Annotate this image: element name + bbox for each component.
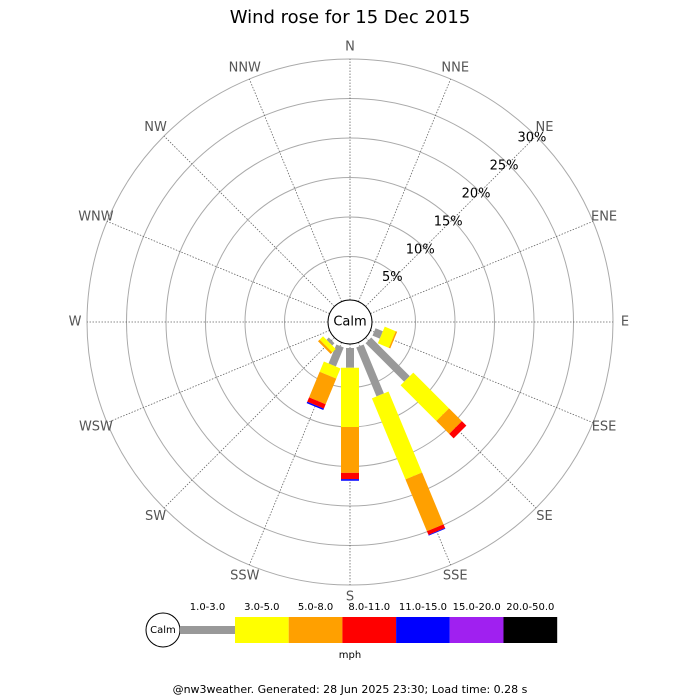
bar-segment (405, 472, 444, 532)
spoke (365, 135, 537, 307)
direction-label: NE (535, 120, 553, 135)
spoke (106, 220, 330, 314)
bar-segment (319, 336, 336, 353)
bar-segment (436, 408, 462, 434)
legend-label: 8.0-11.0 (348, 602, 390, 613)
bar-segment (326, 337, 335, 346)
units: mph (339, 650, 361, 661)
legend-label: 15.0-20.0 (453, 602, 501, 613)
legend-swatch (503, 617, 558, 643)
spoke (248, 78, 342, 302)
ring-label: 30% (518, 131, 547, 146)
legend-swatch (342, 617, 397, 643)
direction-label: SW (145, 509, 166, 524)
bar-segment (341, 472, 359, 480)
direction-label: NNW (229, 60, 261, 75)
direction-label: WNW (78, 209, 114, 224)
bar-segment (388, 331, 398, 349)
direction-label: E (621, 315, 629, 330)
bar-segment (356, 344, 384, 397)
bar-segment (341, 427, 359, 473)
spoke (106, 330, 330, 424)
bar-segment (449, 421, 467, 439)
legend-label: 20.0-50.0 (506, 602, 554, 613)
direction-label: W (69, 315, 82, 330)
direction-label: ENE (591, 209, 617, 224)
footer: @nw3weather. Generated: 28 Jun 2025 23:3… (173, 683, 528, 696)
direction-label: SSW (230, 569, 260, 584)
direction-label: N (345, 40, 355, 55)
bar-segment (428, 527, 446, 536)
ring-label: 10% (406, 242, 435, 257)
legend-label: 11.0-15.0 (399, 602, 447, 613)
ring-label: 15% (434, 214, 463, 229)
legend-label: 5.0-8.0 (298, 602, 333, 613)
spoke (358, 78, 452, 302)
direction-label: WSW (79, 420, 113, 435)
spoke (163, 337, 335, 509)
direction-label: ESE (592, 420, 617, 435)
spoke (163, 135, 335, 307)
bar-segment (371, 391, 423, 480)
direction-label: NW (144, 120, 167, 135)
legend-calm-label: Calm (150, 625, 176, 636)
bar-segment (341, 479, 359, 481)
ring-label: 25% (490, 158, 519, 173)
legend-label: 3.0-5.0 (244, 602, 279, 613)
direction-label: NNE (441, 60, 469, 75)
ring-label: 20% (462, 186, 491, 201)
ring-label: 5% (382, 270, 403, 285)
direction-label: SSE (443, 569, 468, 584)
chart-title: Wind rose for 15 Dec 2015 (230, 7, 471, 28)
calm-circle (327, 299, 373, 345)
bar-segment (346, 348, 354, 368)
bar-segment (377, 326, 396, 348)
legend-swatch (396, 617, 450, 643)
bar-segment (319, 361, 341, 379)
spoke (370, 220, 594, 314)
legend-swatch (288, 617, 343, 643)
bar-segment (365, 337, 410, 382)
legend-swatch (180, 626, 235, 634)
bar-segment (341, 367, 359, 427)
bar-segment (309, 371, 337, 405)
bar-segment (328, 344, 344, 367)
legend-swatch (449, 617, 504, 643)
direction-label: SE (536, 509, 552, 524)
bar-segment (306, 401, 324, 411)
bar-segment (372, 328, 383, 339)
bar-segment (317, 339, 333, 355)
legend-label: 1.0-3.0 (190, 602, 225, 613)
calm-label: Calm (333, 315, 366, 330)
spoke (370, 330, 594, 424)
bar-segment (426, 524, 446, 535)
legend-swatch (235, 617, 289, 643)
direction-label: S (346, 590, 354, 605)
bar-segment (400, 372, 450, 422)
bar-segment (307, 397, 326, 409)
